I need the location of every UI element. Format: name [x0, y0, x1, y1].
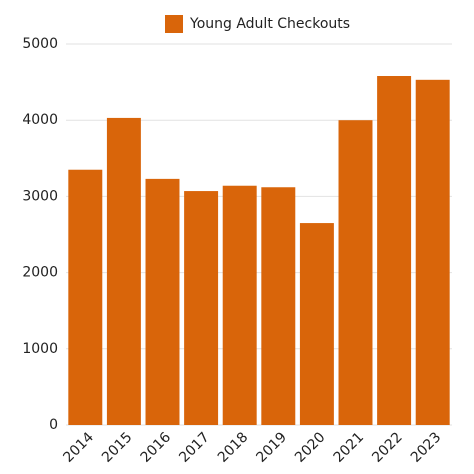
bar — [415, 79, 450, 426]
bar — [145, 178, 180, 425]
y-tick-label: 4000 — [22, 112, 58, 128]
bar — [299, 223, 334, 425]
x-tick-label: 2019 — [253, 429, 290, 466]
legend-label: Young Adult Checkouts — [189, 16, 350, 32]
bar — [222, 185, 257, 425]
y-tick-label: 0 — [49, 417, 58, 433]
y-tick-label: 2000 — [22, 265, 58, 281]
legend-swatch — [165, 15, 183, 33]
y-tick-label: 5000 — [22, 36, 58, 52]
x-tick-label: 2020 — [292, 429, 329, 466]
x-tick-label: 2015 — [99, 429, 136, 466]
x-tick-label: 2016 — [138, 429, 175, 466]
bar — [106, 117, 141, 425]
bar — [68, 169, 103, 425]
x-tick-label: 2014 — [60, 429, 97, 466]
y-tick-label: 3000 — [22, 188, 58, 204]
bar — [184, 191, 219, 425]
x-tick-label: 2017 — [176, 429, 213, 466]
bar — [338, 120, 373, 425]
bar — [377, 76, 412, 425]
x-tick-label: 2022 — [369, 429, 406, 466]
y-tick-label: 1000 — [22, 341, 58, 357]
bar — [261, 187, 296, 425]
x-tick-label: 2023 — [408, 429, 445, 466]
x-tick-label: 2021 — [331, 429, 368, 466]
x-tick-label: 2018 — [215, 429, 252, 466]
